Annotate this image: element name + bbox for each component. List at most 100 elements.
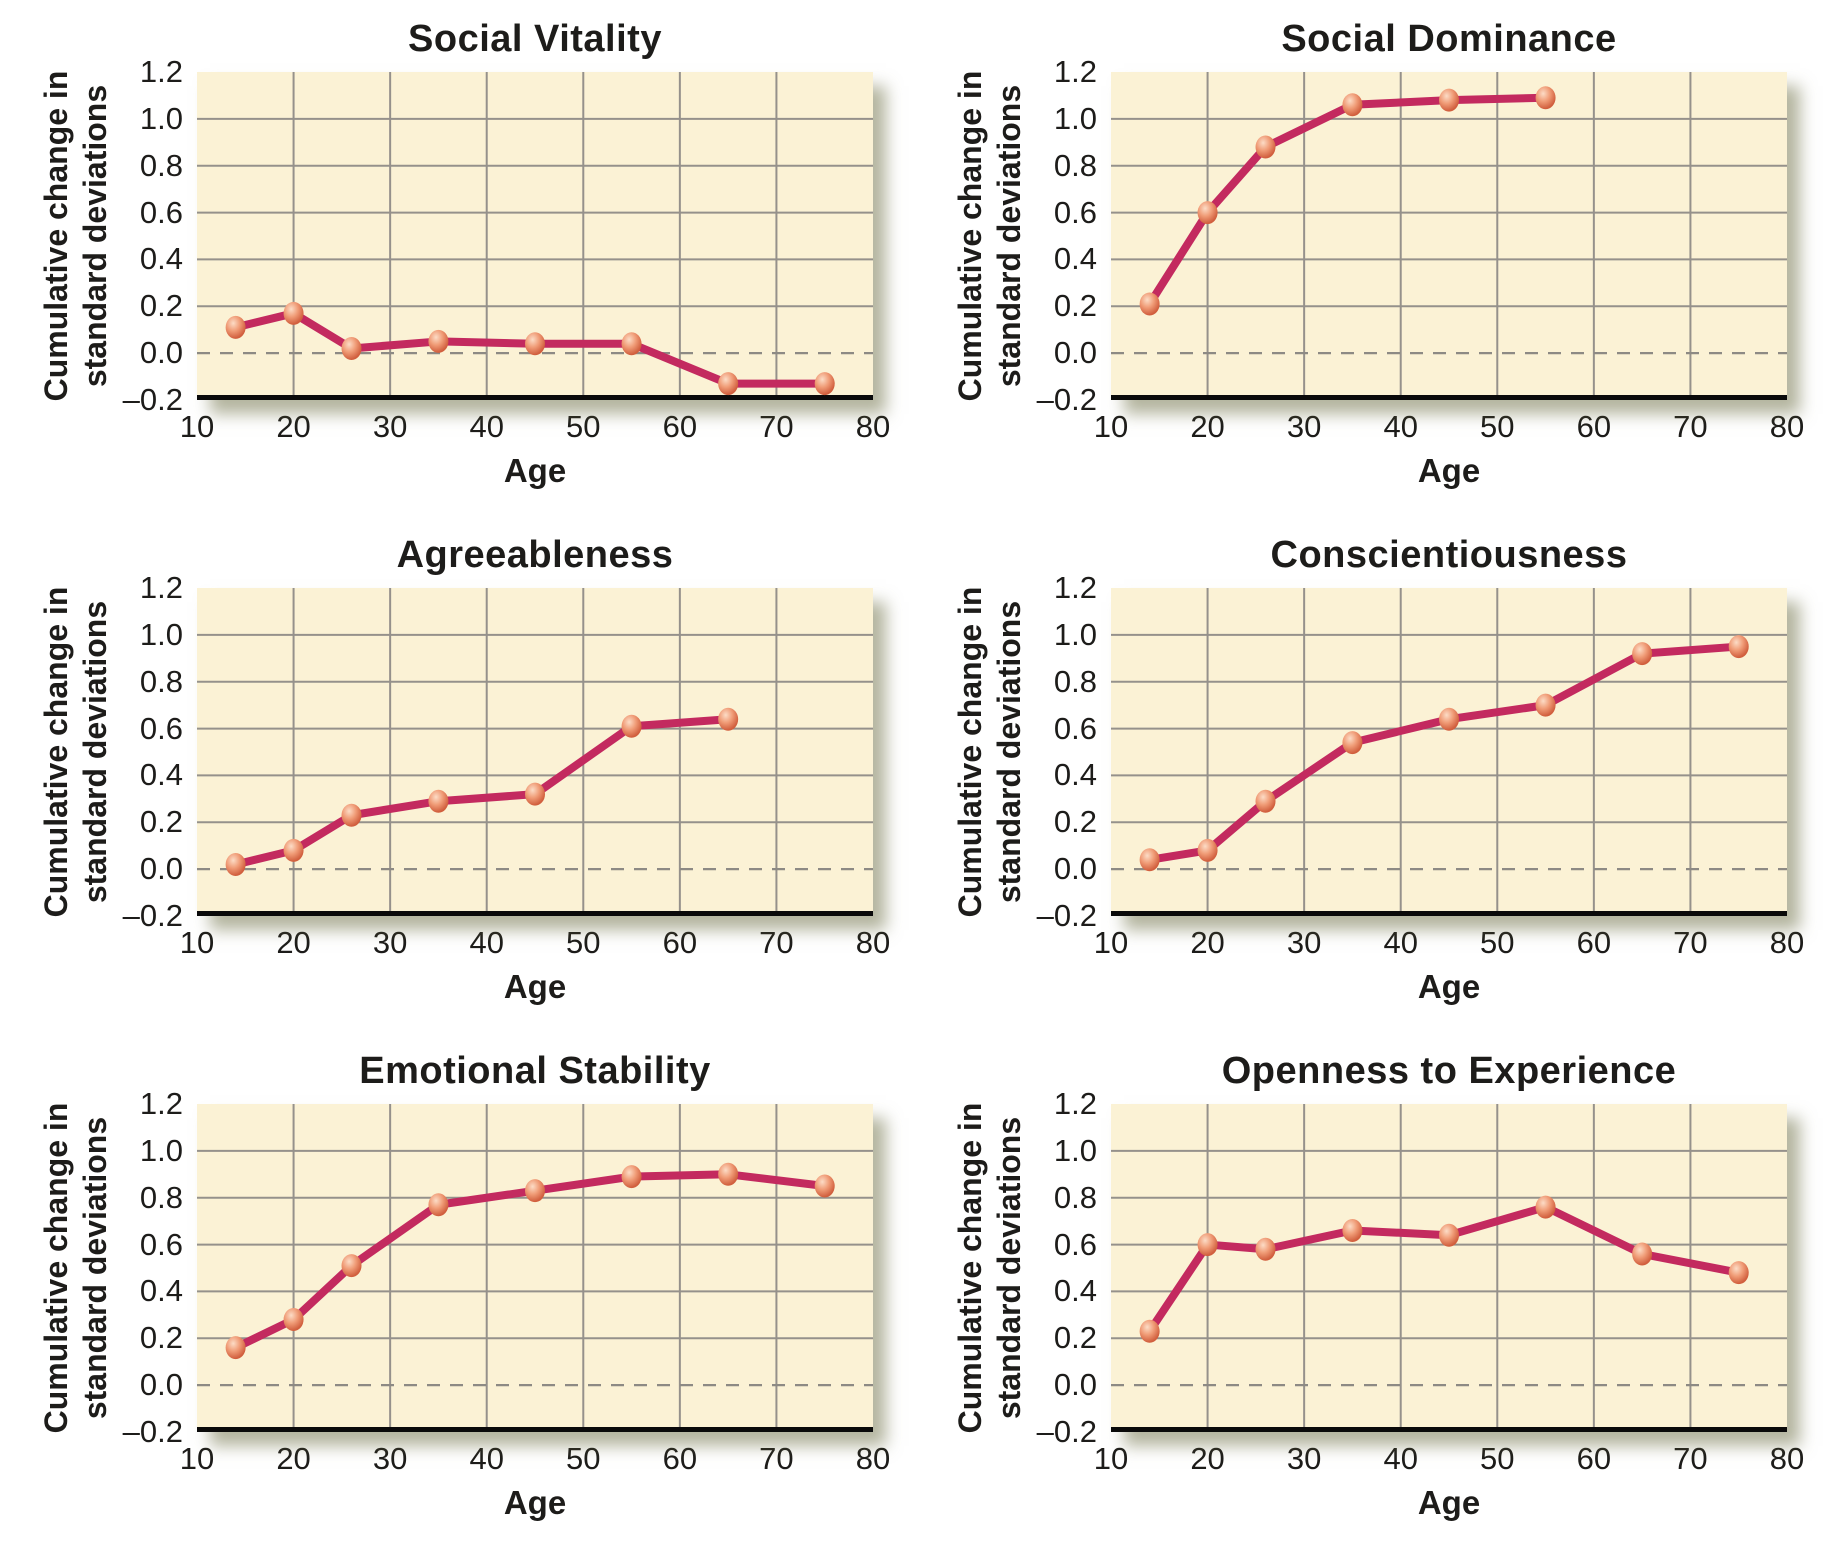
chart-panel-agreeableness: Agreeableness Cumulative change in stand…: [0, 516, 914, 1032]
plot-area-background: [197, 588, 873, 916]
plot-area: [197, 588, 873, 916]
data-point-marker: [621, 332, 642, 356]
series-line: [231, 309, 829, 388]
x-tick-label: 30: [1286, 1441, 1322, 1476]
y-tick-label: 1.2: [139, 570, 183, 605]
x-tick-label: 60: [1576, 925, 1612, 960]
x-tick-label: 40: [1383, 925, 1418, 960]
x-tick-label: 10: [179, 925, 215, 960]
x-tick-label: 80: [855, 925, 891, 960]
chart-title: Conscientiousness: [1270, 534, 1628, 576]
y-tick-label: 0.8: [1053, 1179, 1097, 1215]
x-tick-label: 20: [1190, 925, 1225, 960]
x-tick-label: 80: [1769, 409, 1805, 444]
data-point-marker: [1139, 1319, 1160, 1343]
x-tick-label: 50: [566, 1441, 601, 1476]
data-point-marker: [1632, 642, 1653, 666]
chart-panel-social-vitality: Social Vitality Cumulative change in sta…: [0, 0, 914, 516]
y-tick-label: 0.6: [1053, 1226, 1097, 1262]
x-tick-label: 40: [1383, 409, 1418, 444]
x-tick-label: 60: [662, 409, 698, 444]
data-point-marker: [341, 1254, 362, 1278]
x-tick-label: 50: [1480, 409, 1515, 444]
y-tick-label: 0.6: [139, 194, 183, 230]
plot-area-background: [1111, 72, 1787, 400]
plot-area: [1111, 72, 1787, 400]
data-point-marker: [1342, 1219, 1363, 1243]
x-tick-label: 10: [1093, 925, 1129, 960]
x-tick-label: 10: [1093, 409, 1129, 444]
data-point-marker: [1342, 93, 1363, 117]
data-point-marker: [341, 803, 362, 827]
chart-panel-emotional-stability: Emotional Stability Cumulative change in…: [0, 1032, 914, 1548]
data-point-marker: [1535, 86, 1556, 110]
data-point-marker: [1342, 731, 1363, 755]
x-axis-label: Age: [503, 452, 567, 489]
x-axis-label: Age: [503, 1484, 567, 1521]
data-point-marker: [1139, 848, 1160, 872]
y-tick-label: 0.2: [139, 288, 183, 324]
chart-title: Social Vitality: [408, 18, 662, 60]
chart-title: Agreeableness: [396, 534, 674, 576]
data-point-marker: [1255, 1237, 1276, 1261]
y-tick-label: –0.2: [1036, 382, 1097, 417]
data-point-marker: [621, 714, 642, 738]
x-tick-label: 20: [1190, 409, 1225, 444]
series-line: [1145, 93, 1550, 308]
x-tick-label: 70: [759, 925, 794, 960]
y-tick-label: 0.0: [1053, 1367, 1097, 1403]
x-tick-label: 60: [662, 925, 698, 960]
x-axis-label: Age: [503, 968, 567, 1005]
x-tick-label: 50: [1480, 925, 1515, 960]
x-tick-label: 40: [469, 409, 504, 444]
y-tick-label: 1.0: [139, 100, 183, 136]
y-tick-label: 0.0: [139, 335, 183, 371]
x-tick-label: 80: [1769, 925, 1805, 960]
x-tick-label: 70: [759, 409, 794, 444]
chart-panel-openness-to-experience: Openness to Experience Cumulative change…: [914, 1032, 1828, 1548]
data-point-marker: [1535, 693, 1556, 717]
data-point-marker: [428, 789, 449, 813]
y-tick-label: 1.2: [139, 54, 183, 89]
chart-title: Openness to Experience: [1221, 1050, 1677, 1092]
y-tick-label: 0.6: [139, 1226, 183, 1262]
plot-area: [197, 1104, 873, 1432]
y-tick-label: 1.0: [1053, 616, 1097, 652]
x-tick-label: 30: [372, 1441, 408, 1476]
data-point-marker: [1439, 707, 1459, 731]
chart-panel-conscientiousness: Conscientiousness Cumulative change in s…: [914, 516, 1828, 1032]
y-tick-label: 1.0: [1053, 100, 1097, 136]
data-point-marker: [814, 372, 835, 396]
y-tick-label: 1.2: [139, 1086, 183, 1121]
x-tick-label: 30: [372, 925, 408, 960]
data-point-marker: [1197, 838, 1218, 862]
y-tick-label: 1.2: [1053, 570, 1097, 605]
x-tick-label: 20: [276, 409, 311, 444]
series-line: [231, 1170, 829, 1352]
y-tick-label: 1.0: [1053, 1132, 1097, 1168]
y-tick-label: 1.2: [1053, 54, 1097, 89]
data-point-marker: [1255, 789, 1276, 813]
data-point-marker: [814, 1174, 835, 1198]
plot-area: [1111, 588, 1787, 916]
x-tick-label: 30: [1286, 925, 1322, 960]
x-tick-label: 60: [662, 1441, 698, 1476]
data-point-marker: [428, 1193, 449, 1217]
x-tick-label: 50: [1480, 1441, 1515, 1476]
data-point-marker: [621, 1165, 642, 1189]
data-point-marker: [283, 838, 304, 862]
series-line: [1145, 642, 1743, 864]
y-tick-label: 0.4: [139, 1273, 183, 1309]
plot-area-background: [1111, 1104, 1787, 1432]
y-tick-label: 0.2: [139, 804, 183, 840]
x-tick-label: 30: [1286, 409, 1322, 444]
data-point-marker: [1535, 1195, 1556, 1219]
y-tick-label: 0.8: [1053, 663, 1097, 699]
y-tick-label: 0.2: [1053, 804, 1097, 840]
y-tick-label: 0.0: [1053, 851, 1097, 887]
data-point-marker: [283, 1308, 304, 1332]
y-tick-label: 0.2: [139, 1320, 183, 1356]
y-tick-label: 0.8: [139, 147, 183, 183]
x-tick-label: 50: [566, 409, 601, 444]
